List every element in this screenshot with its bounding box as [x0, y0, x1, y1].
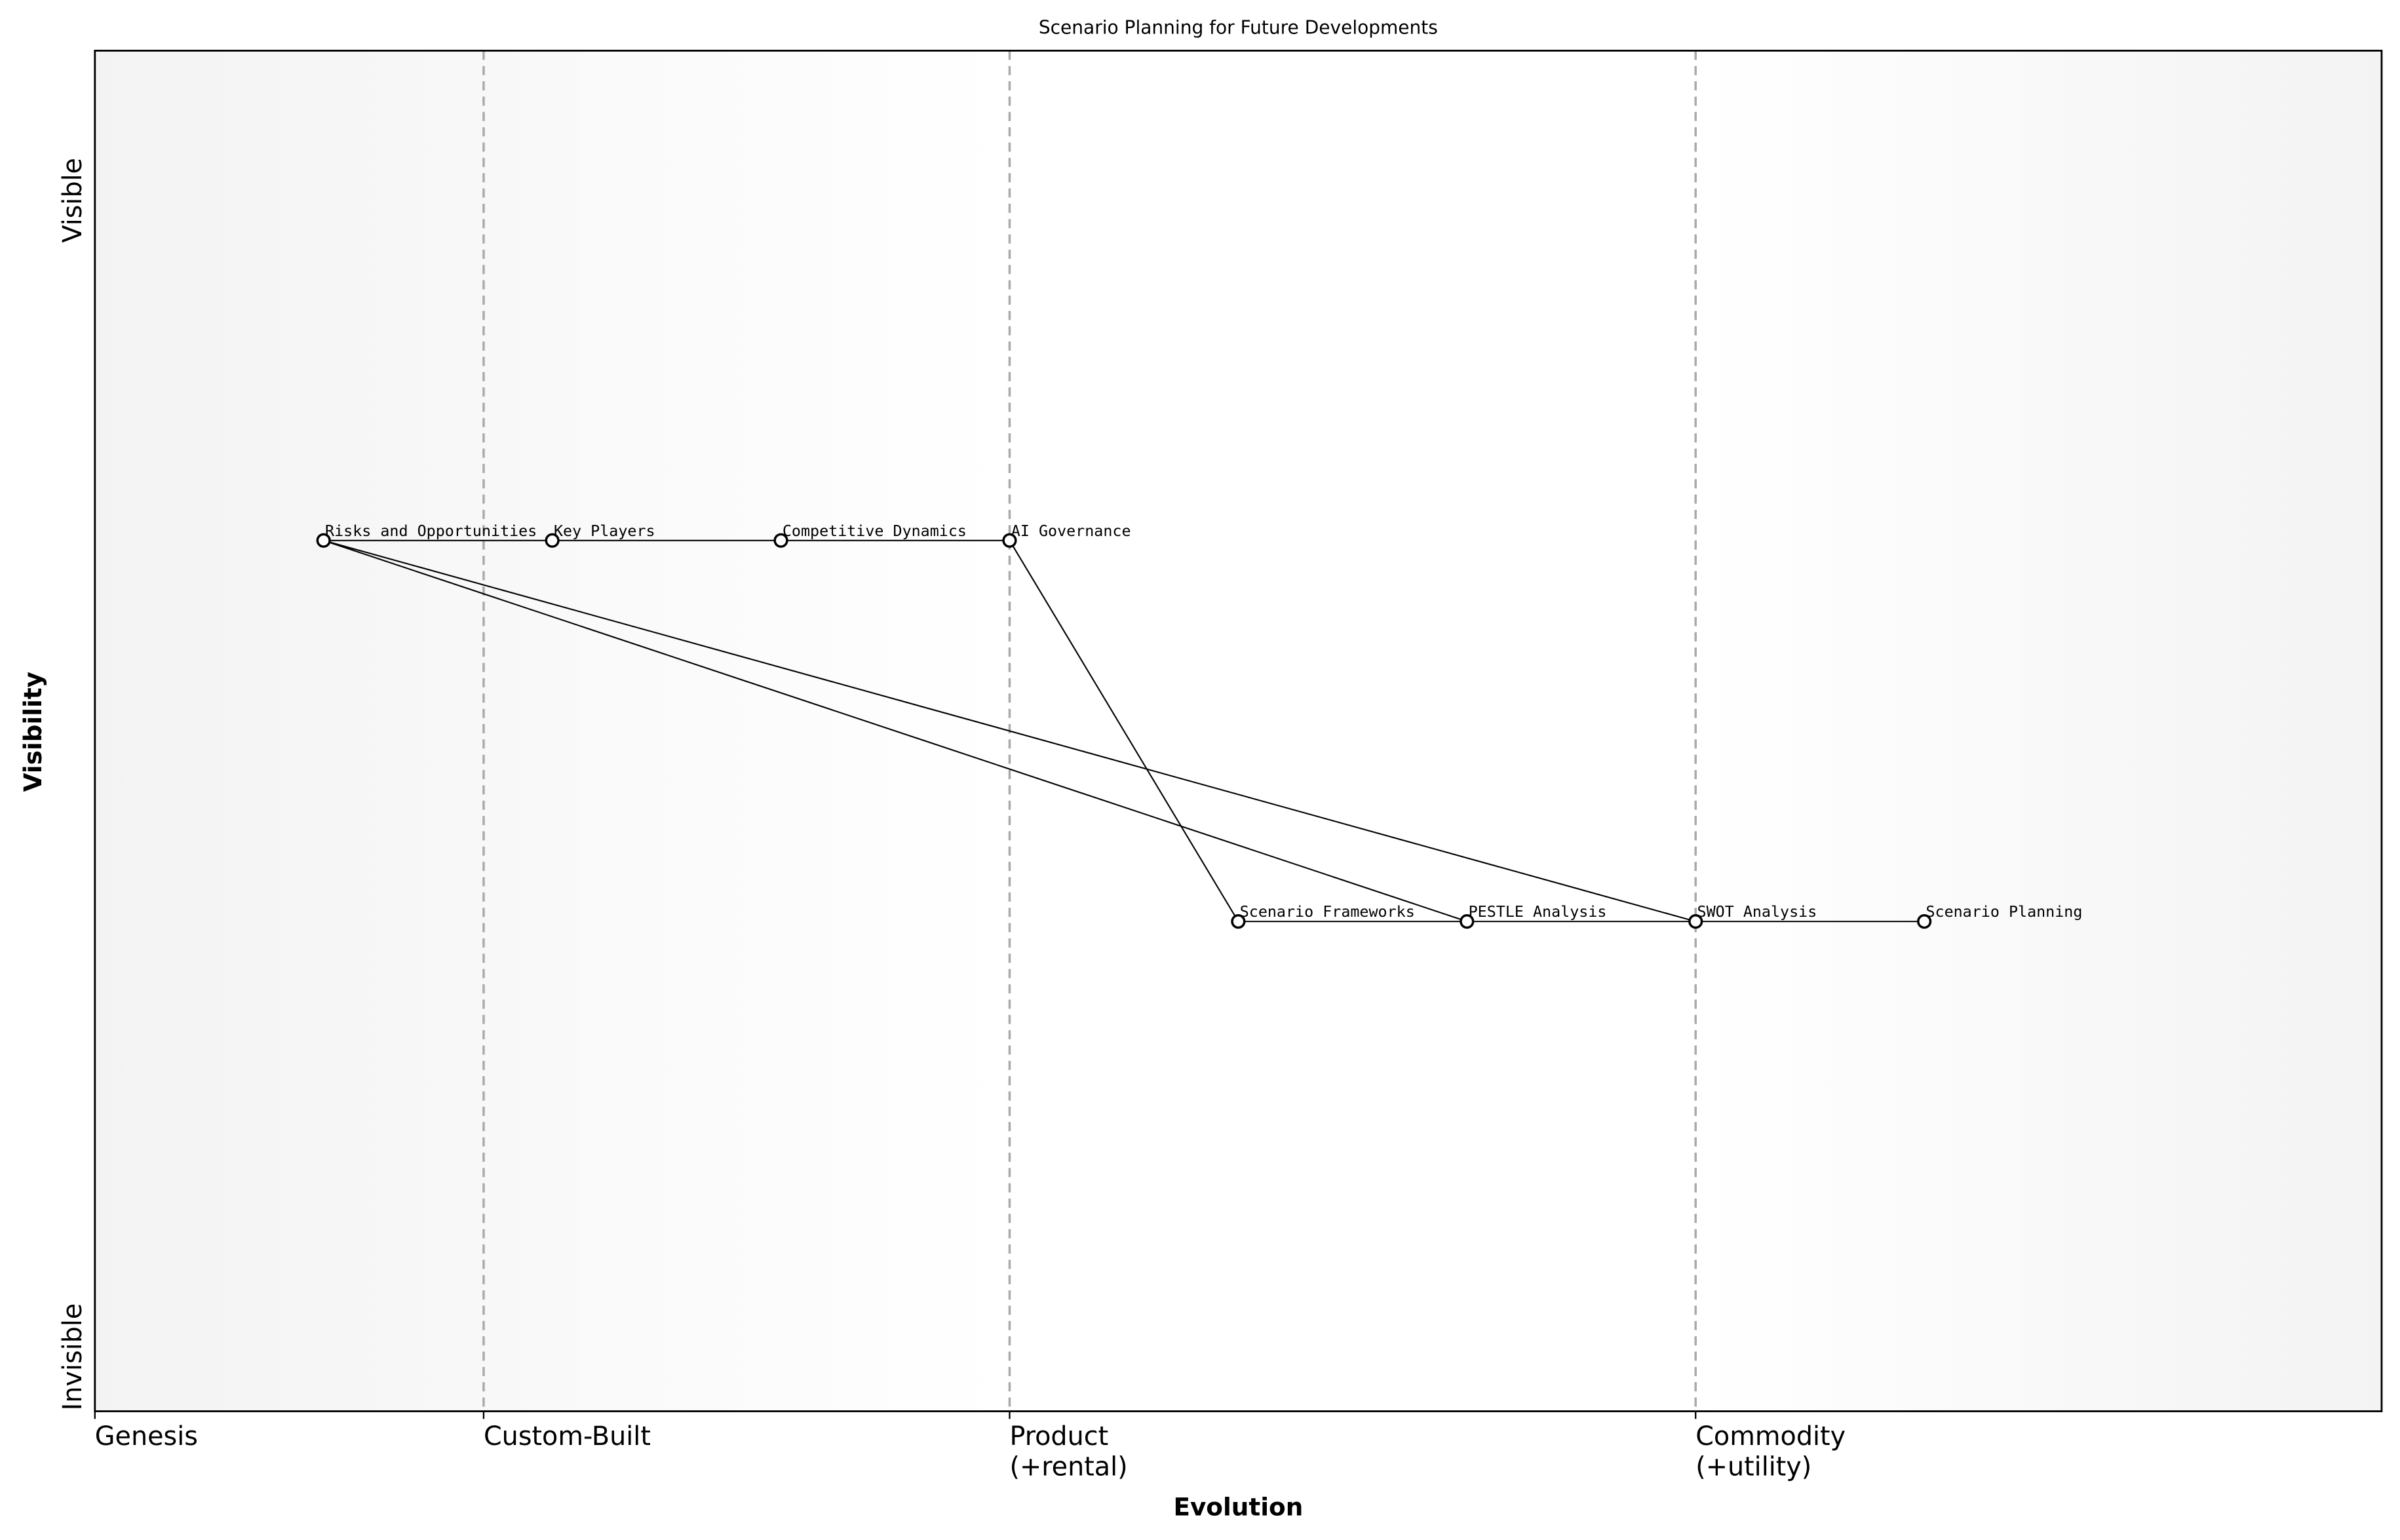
node-label: Competitive Dynamics [783, 522, 967, 540]
x-tick-label: Genesis [95, 1421, 198, 1452]
edge-line [323, 539, 1696, 923]
node-marker [1460, 914, 1475, 929]
plot-frame [94, 49, 2383, 1412]
edge-line [1009, 540, 1239, 922]
node-marker [1002, 533, 1017, 548]
x-axis-label: Evolution [1173, 1492, 1303, 1521]
x-tick-label: (+utility) [1695, 1452, 1811, 1482]
y-tick-label: Invisible [58, 1303, 88, 1411]
node-marker [1231, 914, 1246, 929]
node-label: Key Players [554, 522, 655, 540]
node-label: AI Governance [1011, 522, 1131, 540]
edge-line [323, 539, 1467, 923]
node-label: Scenario Planning [1926, 902, 2082, 921]
node-label: Scenario Frameworks [1240, 902, 1415, 921]
node-marker [1688, 914, 1703, 929]
node-label: PESTLE Analysis [1469, 902, 1607, 921]
y-axis-label: Visibility [18, 672, 47, 792]
node-label: Risks and Opportunities [325, 522, 537, 540]
chart-title: Scenario Planning for Future Development… [1039, 17, 1438, 39]
y-tick-label: Visible [58, 158, 88, 243]
node-label: SWOT Analysis [1697, 902, 1817, 921]
x-tick-label: Custom-Built [484, 1421, 651, 1452]
plot-background [94, 50, 2382, 1412]
x-tick-label: Commodity [1695, 1421, 1846, 1452]
node-marker [1917, 914, 1932, 929]
node-marker [545, 533, 560, 548]
node-marker [316, 533, 331, 548]
node-marker [773, 533, 788, 548]
x-tick-label: (+rental) [1009, 1452, 1127, 1482]
x-tick-label: Product [1009, 1421, 1108, 1452]
